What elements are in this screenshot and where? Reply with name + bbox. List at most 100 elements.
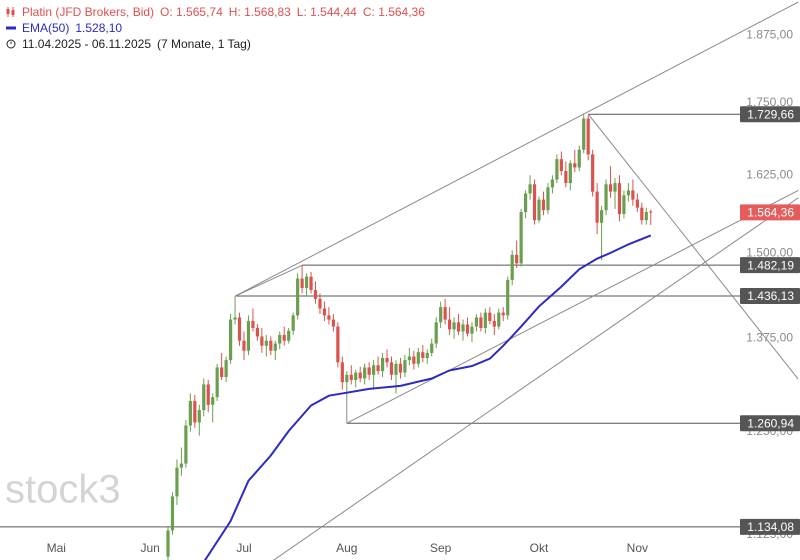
candle-body (631, 190, 635, 200)
candle-body (564, 171, 568, 184)
candle-body (434, 322, 438, 344)
candle-body (439, 307, 443, 323)
candle-body (224, 360, 228, 378)
candle-body (287, 330, 291, 341)
instrument-row: Platin (JFD Brokers, Bid) O: 1.565,74 H: 1… (0, 4, 431, 20)
candle-body (184, 425, 188, 464)
price-box (740, 257, 800, 274)
candle-body (193, 400, 197, 423)
x-tick-label: Sep (430, 541, 452, 555)
indicator-icon (6, 26, 16, 30)
candle-body (497, 312, 501, 327)
candle-body (546, 187, 550, 211)
candle-body (202, 384, 206, 411)
ohlc-high: H: 1.568,83 (228, 5, 291, 19)
candle-body (304, 276, 309, 288)
indicator-value: 1.528,10 (75, 21, 123, 35)
indicator-row: EMA(50) 1.528,10 (0, 20, 431, 36)
candle-body (515, 254, 519, 264)
candle-body (448, 319, 452, 330)
candle-body (479, 317, 483, 328)
candle-body (461, 324, 465, 332)
candle-body (385, 357, 389, 363)
candle-body (237, 317, 242, 341)
candle-body (483, 312, 487, 328)
candle-body (206, 384, 210, 405)
candle-body (524, 193, 528, 213)
candle-body (626, 190, 631, 196)
price-box-label: 1.134,08 (747, 520, 794, 534)
candle-body (322, 308, 327, 316)
candle-body (452, 322, 456, 330)
y-tick-label: 1.500,00 (746, 246, 793, 260)
candle-body (282, 335, 286, 341)
candle-body (555, 159, 559, 180)
candle-body (358, 372, 362, 379)
ema-line (203, 234, 652, 560)
candle-body (211, 397, 215, 405)
candle-body (425, 352, 429, 358)
x-tick-label: Mai (47, 541, 66, 555)
candle-body (586, 118, 590, 155)
candle-body (296, 278, 300, 316)
candle-body (595, 191, 599, 223)
candle-body (550, 179, 555, 188)
candle-body (407, 356, 411, 361)
price-box (740, 106, 800, 123)
trend-line (234, 264, 303, 297)
candle-body (309, 276, 313, 291)
watermark: stock3 (5, 468, 121, 512)
candle-body (291, 315, 295, 331)
candle-body (372, 365, 376, 375)
candle-body (613, 183, 617, 192)
candle-body (608, 184, 613, 192)
candle-body (519, 212, 523, 264)
y-tick-label: 1.750,00 (746, 95, 793, 109)
candle-body (604, 184, 608, 211)
candle-body (313, 290, 318, 299)
candle-body (501, 312, 505, 316)
range-row: 11.04.2025 - 06.11.2025 (7 Monate, 1 Tag) (0, 36, 431, 52)
candle-body (506, 279, 510, 316)
x-tick-label: Nov (627, 541, 648, 555)
range-icon (6, 39, 16, 49)
instrument-icon (6, 7, 15, 17)
price-box (740, 415, 800, 432)
candle-body (260, 336, 264, 346)
y-tick-label: 1.375,00 (746, 331, 793, 345)
ohlc-low: L: 1.544,44 (296, 5, 357, 19)
candle-body (197, 410, 201, 423)
candle-body (166, 530, 170, 557)
candle-body (354, 372, 358, 380)
candle-body (273, 343, 277, 351)
candle-body (599, 210, 604, 223)
candle-body (228, 319, 233, 361)
candle-body (443, 307, 447, 320)
candle-body (465, 324, 470, 334)
candle-body (640, 207, 644, 221)
candle-body (416, 352, 420, 364)
price-box-label: 1.482,19 (747, 258, 794, 272)
candle-body (318, 298, 322, 309)
trend-line (234, 1, 799, 297)
candle-body (412, 356, 416, 364)
candle-body (591, 154, 595, 192)
ohlc-open: O: 1.565,74 (160, 5, 223, 19)
candle-body (510, 254, 514, 280)
candle-body (300, 278, 304, 288)
candle-body (251, 320, 255, 328)
candle-body (363, 367, 367, 379)
candle-body (278, 335, 282, 344)
legend: Platin (JFD Brokers, Bid) O: 1.565,74 H: 1… (0, 4, 431, 52)
y-tick-label: 1.625,00 (746, 167, 793, 181)
candle-body (403, 360, 407, 373)
duration: (7 Monate, 1 Tag) (157, 37, 251, 51)
y-tick-label: 1.875,00 (746, 28, 793, 42)
candle-body (242, 340, 246, 351)
candle-body (559, 159, 563, 172)
candle-body (215, 367, 219, 398)
candle-body (541, 199, 546, 211)
date-range: 11.04.2025 - 06.11.2025 (22, 37, 151, 51)
candle-body (474, 317, 479, 327)
candle-body (380, 357, 385, 372)
